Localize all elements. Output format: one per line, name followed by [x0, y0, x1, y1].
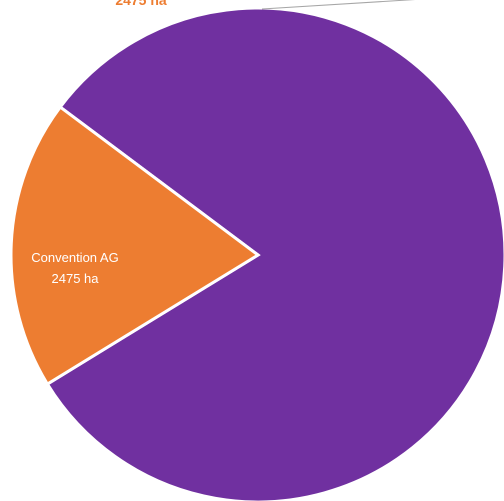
- pie-slice-convention-ag: [9, 104, 261, 387]
- leader-line: [261, 0, 416, 10]
- pie-slice-purple: [45, 6, 504, 501]
- slice-label-convention-ag: Convention AG: [31, 250, 118, 265]
- pie-slices: [9, 6, 504, 501]
- slice-value-convention-ag: 2475 ha: [52, 271, 100, 286]
- slice-data-label-top: 2475 ha: [115, 0, 167, 8]
